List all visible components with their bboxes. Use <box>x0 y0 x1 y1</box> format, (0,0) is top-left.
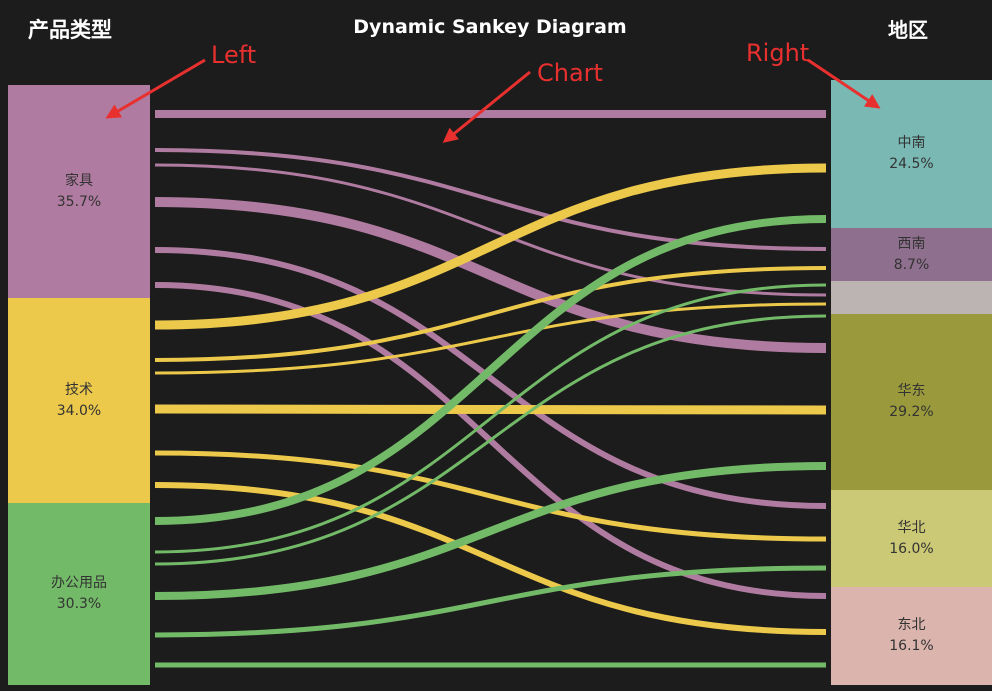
right-node-4 <box>831 490 992 587</box>
link-office-5 <box>154 565 827 638</box>
left-node-label-0: 家具 35.7% <box>8 85 150 298</box>
left-node-label-1: 技术 34.0% <box>8 298 150 503</box>
left-node-label-2: 办公用品 30.3% <box>8 503 150 685</box>
left-node-0 <box>8 85 150 298</box>
left-node-percent: 34.0% <box>56 402 102 419</box>
right-node-name: 华北 <box>897 519 926 536</box>
link-office-2 <box>154 283 827 554</box>
link-technology-3 <box>154 302 827 375</box>
right-node-label-1: 西南 8.7% <box>831 228 992 281</box>
right-node-name: 东北 <box>897 617 926 633</box>
link-furniture-2 <box>154 148 827 251</box>
link-furniture-4 <box>154 197 827 353</box>
right-node-name: 中南 <box>897 135 926 151</box>
left-node-1 <box>8 298 150 503</box>
link-technology-6 <box>154 482 827 635</box>
annotation-arrow-right <box>807 58 881 109</box>
right-node-percent: 8.7% <box>893 256 930 273</box>
link-technology-5 <box>154 450 827 542</box>
link-office-3 <box>154 314 827 566</box>
right-node-name: 华东 <box>897 383 926 399</box>
right-node-label-0: 中南 24.5% <box>831 80 992 228</box>
annotation-chart-label: Chart <box>537 59 603 87</box>
link-office-4 <box>154 462 827 600</box>
left-node-percent: 30.3% <box>56 596 102 612</box>
link-technology-1 <box>154 163 827 330</box>
right-node-percent: 16.1% <box>889 638 934 654</box>
left-axis-title: 产品类型 <box>28 18 112 42</box>
right-axis-title: 地区 <box>888 18 928 42</box>
left-node-percent: 35.7% <box>56 193 102 210</box>
left-node-name: 办公用品 <box>51 575 107 591</box>
left-node-2 <box>8 503 150 685</box>
right-node-percent: 16.0% <box>889 540 934 557</box>
right-node-label-5: 东北 16.1% <box>831 587 992 685</box>
chart-title: Dynamic Sankey Diagram <box>353 16 627 38</box>
link-office-1 <box>154 215 827 525</box>
right-node-5 <box>831 587 992 685</box>
right-node-percent: 29.2% <box>889 404 934 420</box>
left-node-name: 家具 <box>65 172 93 189</box>
annotation-right-label: Right <box>746 39 810 67</box>
right-node-0 <box>831 80 992 228</box>
right-node-name: 西南 <box>897 235 926 252</box>
link-technology-4 <box>154 404 827 415</box>
right-node-3 <box>831 314 992 490</box>
right-node-1 <box>831 228 992 281</box>
link-furniture-5 <box>154 247 827 509</box>
link-furniture-3 <box>154 163 827 297</box>
annotation-arrow-chart <box>442 70 531 143</box>
right-node-2 <box>831 281 992 314</box>
link-technology-2 <box>154 266 827 362</box>
right-node-percent: 24.5% <box>889 156 934 172</box>
annotation-left-label: Left <box>211 41 257 69</box>
annotation-arrow-left <box>105 58 206 119</box>
right-node-label-4: 华北 16.0% <box>831 490 992 587</box>
right-node-label-3: 华东 29.2% <box>831 314 992 490</box>
left-node-name: 技术 <box>65 381 93 398</box>
